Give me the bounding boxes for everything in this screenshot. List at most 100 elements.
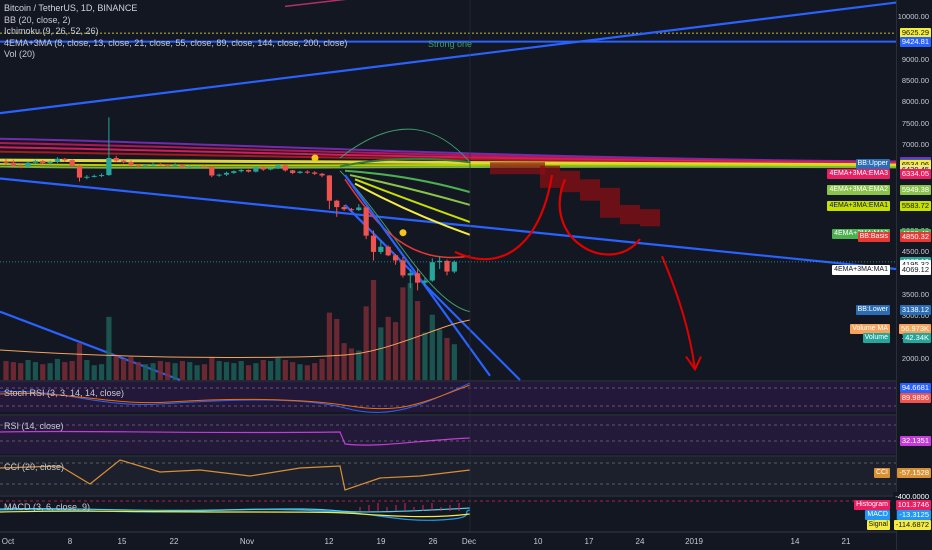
annotation-strong-one: Strong one bbox=[428, 39, 473, 49]
pane-label-rsi[interactable]: RSI (14, close) bbox=[4, 421, 64, 431]
time-tick: 15 bbox=[117, 537, 127, 546]
time-tick: 21 bbox=[841, 537, 851, 546]
volume-bar bbox=[150, 363, 156, 380]
volume-bar bbox=[76, 343, 83, 380]
time-tick: 17 bbox=[584, 537, 594, 546]
candle-body bbox=[32, 160, 38, 163]
candle-body bbox=[84, 176, 90, 178]
indicator-ichimoku[interactable]: Ichimoku (9, 26, 52, 26) bbox=[4, 26, 99, 36]
volume-bar bbox=[268, 361, 274, 380]
price-tag: 3138.12 bbox=[899, 305, 931, 316]
volume-bar bbox=[187, 362, 193, 380]
indicator-vol[interactable]: Vol (20) bbox=[4, 49, 36, 59]
price-tag: 4850.32 bbox=[899, 231, 931, 242]
volume-bar bbox=[400, 287, 406, 380]
symbol-title[interactable]: Bitcoin / TetherUS, 1D, BINANCE bbox=[4, 3, 138, 13]
candle-body bbox=[290, 170, 296, 173]
volume-bar bbox=[370, 280, 377, 380]
volume-bar bbox=[69, 361, 75, 380]
candle-body bbox=[172, 165, 178, 167]
ema-fan-2 bbox=[349, 174, 471, 206]
candle-body bbox=[422, 280, 428, 283]
macd-signal-line bbox=[0, 510, 471, 518]
indicator-bb[interactable]: BB (20, close, 2) bbox=[4, 14, 71, 25]
bb-basis-curve bbox=[344, 178, 471, 259]
volume-bar bbox=[47, 363, 53, 380]
candle-body bbox=[231, 171, 237, 173]
pane-tag: -13.3125 bbox=[897, 510, 931, 520]
volume-bar bbox=[194, 365, 200, 380]
candle-body bbox=[201, 166, 208, 168]
candle-body bbox=[341, 207, 347, 210]
pane-label-macd[interactable]: MACD (3, 6, close, 9) bbox=[4, 502, 91, 512]
trendline-lower-left bbox=[0, 310, 181, 382]
candle-body bbox=[451, 261, 457, 272]
candle-body bbox=[400, 260, 406, 276]
ichimoku-cloud-strip bbox=[490, 162, 545, 175]
candle-body bbox=[135, 165, 141, 167]
drawing-curve-left bbox=[454, 174, 554, 261]
candle-body bbox=[223, 172, 230, 175]
time-tick: 14 bbox=[790, 537, 800, 546]
price-scale[interactable]: 10000.009500.009000.008500.008000.007500… bbox=[893, 0, 932, 550]
volume-bar bbox=[326, 312, 332, 380]
candle-body bbox=[385, 246, 391, 256]
candle-body bbox=[407, 273, 413, 276]
volume-bar bbox=[385, 316, 391, 380]
candle-body bbox=[437, 260, 443, 263]
price-chart-svg[interactable] bbox=[0, 0, 896, 550]
ichimoku-cloud-3 bbox=[600, 187, 620, 218]
candle-body bbox=[47, 161, 53, 164]
candle-body bbox=[415, 273, 421, 283]
price-tag-label: 4EMA+3MA:EMA2 bbox=[827, 185, 890, 196]
volume-ma-line bbox=[0, 319, 471, 358]
volume-bar bbox=[32, 362, 38, 380]
ma-line-4 bbox=[0, 158, 896, 167]
volume-bar bbox=[62, 362, 68, 380]
price-tag-label: BB:Basis bbox=[857, 231, 890, 242]
volume-bar bbox=[415, 301, 421, 380]
volume-bar bbox=[304, 365, 310, 380]
macd-alt-line bbox=[0, 507, 471, 513]
volume-bar bbox=[84, 360, 90, 380]
volume-bar bbox=[356, 350, 362, 380]
volume-bar bbox=[282, 360, 288, 380]
volume-bar bbox=[54, 358, 61, 380]
pane-tag-label: CCI bbox=[873, 468, 890, 478]
candle-body bbox=[76, 165, 83, 178]
price-tag-label: 4EMA+3MA:EMA1 bbox=[827, 200, 890, 211]
volume-bar bbox=[113, 354, 119, 380]
pane-label-cci[interactable]: CCI (20, close) bbox=[4, 462, 65, 472]
ichimoku-cloud-5 bbox=[640, 209, 660, 227]
candle-body bbox=[378, 246, 384, 252]
price-tick: 2000.00 bbox=[901, 353, 929, 363]
volume-bar bbox=[245, 365, 252, 380]
volume-bar bbox=[253, 363, 259, 380]
volume-bar bbox=[216, 361, 222, 380]
ma-line-6 bbox=[0, 165, 896, 169]
pane-label-stoch[interactable]: Stoch RSI (3, 3, 14, 14, close) bbox=[4, 388, 125, 398]
volume-bar bbox=[275, 357, 281, 380]
candle-body bbox=[54, 158, 61, 162]
indicator-ema[interactable]: 4EMA+3MA (8, close, 13, close, 21, close… bbox=[4, 37, 348, 48]
volume-bar bbox=[223, 362, 230, 380]
volume-bar bbox=[238, 361, 244, 380]
volume-bar bbox=[165, 362, 171, 380]
price-tick: 3500.00 bbox=[901, 289, 929, 299]
price-tag: 9424.81 bbox=[899, 36, 931, 47]
pane-tag-label: Histogram bbox=[854, 500, 890, 510]
volume-bar bbox=[422, 332, 428, 380]
signal-dot bbox=[311, 154, 319, 162]
candle-body bbox=[253, 167, 259, 172]
time-tick: 22 bbox=[169, 537, 179, 546]
pane-tag: 94.6681 bbox=[899, 383, 931, 393]
stoch-d-line bbox=[0, 384, 471, 410]
price-tick: 8000.00 bbox=[901, 97, 929, 107]
volume-bar bbox=[179, 361, 185, 380]
ichimoku-cloud-1 bbox=[560, 170, 580, 193]
candle-body bbox=[429, 262, 435, 281]
candle-body bbox=[62, 158, 68, 161]
pane-tag: 89.9896 bbox=[899, 393, 931, 403]
volume-bar bbox=[209, 356, 215, 380]
